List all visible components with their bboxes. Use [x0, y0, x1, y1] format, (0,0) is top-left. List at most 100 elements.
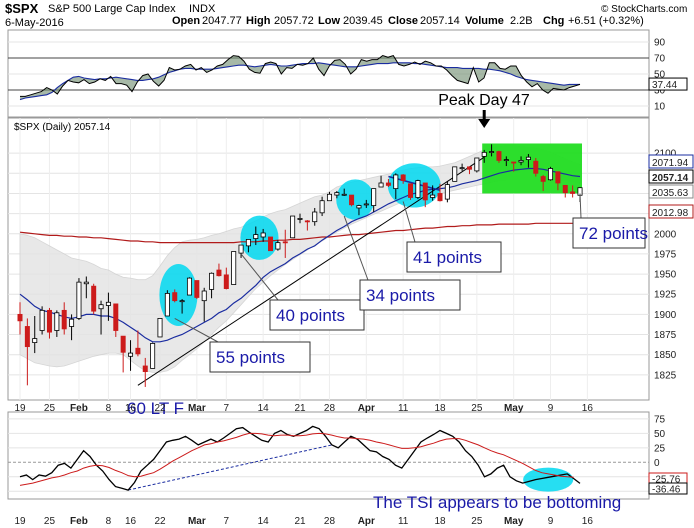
- callout-leader: [174, 317, 219, 343]
- x-tick-label: Feb: [70, 516, 88, 527]
- candle-body: [83, 281, 89, 285]
- open-value: 2047.77: [202, 15, 242, 27]
- candle-body: [297, 218, 303, 220]
- candle-body: [172, 292, 178, 302]
- candle-body: [533, 160, 539, 174]
- candle-body: [452, 166, 458, 182]
- close-value: 2057.14: [420, 15, 460, 27]
- x-tick-label: Mar: [188, 516, 206, 527]
- candle-body: [466, 166, 472, 170]
- annotation-41-points-box: [406, 241, 502, 273]
- candle-body: [349, 194, 355, 206]
- y-tick-label: 1825: [654, 370, 677, 381]
- value-tag: 2057.14: [652, 173, 689, 184]
- chg-label: Chg: [543, 15, 564, 27]
- candle-body: [91, 285, 97, 312]
- annotation-40-points-box: [269, 299, 365, 331]
- candle-body: [142, 365, 148, 373]
- brand-label: © StockCharts.com: [601, 4, 687, 15]
- candle-body: [363, 203, 369, 206]
- volume-label: Volume: [465, 15, 504, 27]
- x-tick-label: May: [504, 403, 524, 414]
- candle-body: [555, 171, 561, 184]
- candle-body: [76, 281, 82, 319]
- candle-body: [437, 193, 443, 202]
- candle-body: [562, 184, 568, 194]
- candle-body: [341, 193, 347, 196]
- tsi-value-tag: -36.46: [652, 485, 681, 496]
- candle-body: [24, 326, 30, 348]
- x-tick-label: 7: [224, 403, 230, 414]
- y-tick-label: 1925: [654, 290, 677, 301]
- candle-body: [444, 184, 450, 200]
- value-tag: 2035.63: [652, 188, 689, 199]
- candle-body: [194, 280, 200, 298]
- candle-body: [135, 347, 141, 355]
- y-tick-label: 2000: [654, 229, 677, 240]
- price-panel-frame: [7, 117, 650, 401]
- x-tick-label: 25: [44, 516, 56, 527]
- x-tick-label: 16: [125, 403, 137, 414]
- candle-body: [238, 244, 244, 254]
- y-tick-label: 75: [654, 414, 666, 425]
- candle-body: [223, 274, 229, 289]
- candle-body: [61, 309, 67, 330]
- candle-body: [400, 174, 406, 181]
- candle-body: [98, 304, 104, 310]
- annotation-40-points: 40 points: [276, 306, 345, 325]
- x-tick-label: 21: [294, 516, 306, 527]
- candle-body: [489, 151, 495, 153]
- peak-arrow: [478, 110, 491, 128]
- x-tick-label: 28: [324, 516, 336, 527]
- x-tick-label: 25: [44, 403, 56, 414]
- tsi-line: [19, 425, 581, 491]
- candle-body: [304, 220, 310, 223]
- x-tick-label: May: [504, 516, 524, 527]
- x-tick-label: 9: [548, 516, 554, 527]
- candle-body: [253, 234, 259, 240]
- candle-body: [319, 200, 325, 214]
- candle-body: [511, 161, 517, 164]
- x-tick-label: 14: [258, 516, 270, 527]
- x-tick-label: 9: [548, 403, 554, 414]
- candle-body: [503, 159, 509, 162]
- candle-body: [525, 156, 531, 161]
- candle-body: [69, 318, 75, 327]
- candle-body: [430, 194, 436, 198]
- y-tick-label: 1950: [654, 270, 677, 281]
- close-label: Close: [388, 15, 418, 27]
- candle-body: [570, 191, 576, 194]
- x-tick-label: 18: [434, 516, 446, 527]
- candle-body: [39, 309, 45, 331]
- annotation-55-points-box: [209, 341, 311, 373]
- candle-body: [46, 309, 52, 333]
- y-tick-label: 50: [654, 429, 666, 440]
- value-tag-box: [648, 204, 694, 219]
- candle-body: [268, 236, 274, 252]
- open-label: Open: [172, 15, 200, 27]
- exchange: INDX: [189, 3, 216, 15]
- candle-body: [518, 160, 524, 163]
- value-tag: 2071.94: [652, 158, 689, 169]
- x-tick-label: 7: [224, 516, 230, 527]
- value-tag-box: [648, 154, 694, 169]
- price-series-label: $SPX (Daily) 2057.14: [14, 122, 111, 133]
- candle-body: [150, 343, 156, 369]
- candle-body: [54, 312, 60, 331]
- candle-body: [201, 290, 207, 302]
- value-tag: 2012.98: [652, 208, 689, 219]
- annotation-peak-day: Peak Day 47: [438, 92, 530, 109]
- high-label: High: [246, 15, 271, 27]
- annotation-tsi-bottoming: The TSI appears to be bottoming: [373, 493, 621, 512]
- candle-body: [231, 251, 237, 285]
- candle-body: [216, 269, 222, 277]
- candle-body: [371, 188, 377, 206]
- candle-body: [120, 335, 126, 353]
- candle-body: [481, 151, 487, 157]
- x-tick-label: 21: [294, 403, 306, 414]
- y-tick-label: 1875: [654, 330, 677, 341]
- indicator-value-tag: 37.44: [652, 80, 677, 91]
- x-tick-label: 11: [398, 516, 409, 527]
